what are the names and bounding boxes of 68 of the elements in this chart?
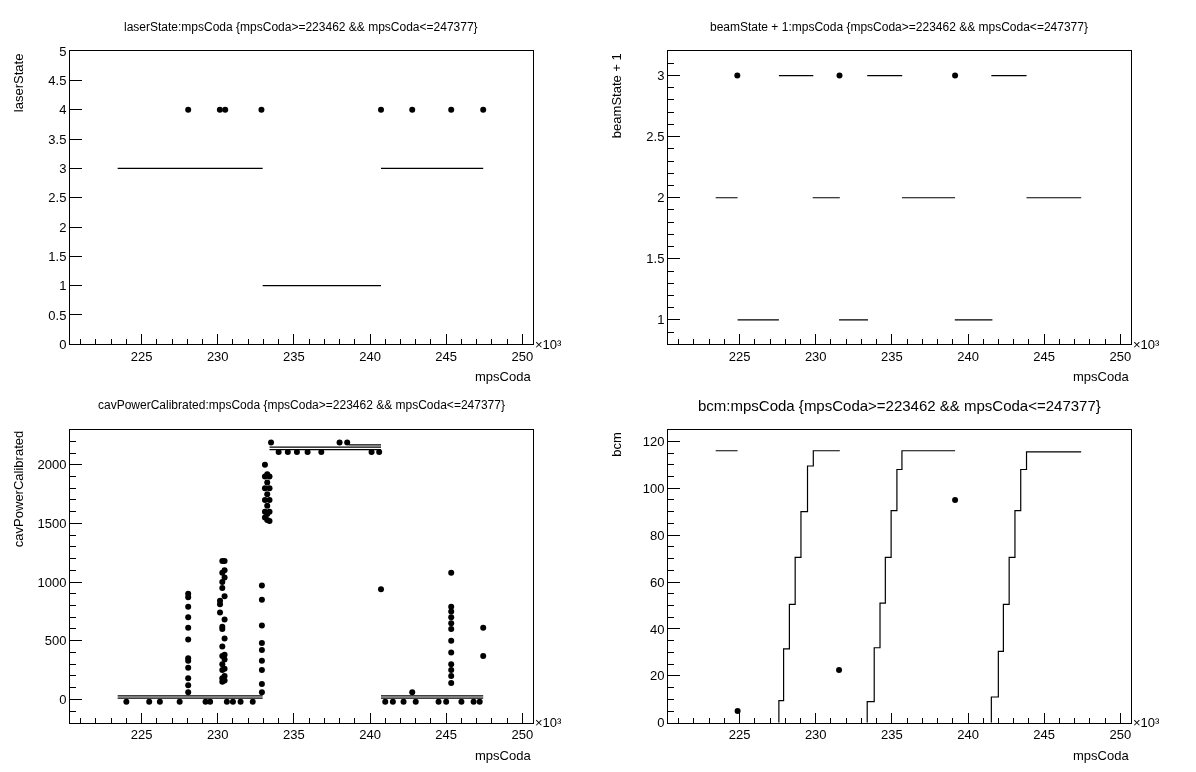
text: ×10³: [535, 337, 563, 352]
y-axis-title: laserState: [10, 53, 26, 113]
y-tick-label: 2000: [37, 457, 67, 473]
text: ×10³: [1133, 337, 1161, 352]
y-tick-label: 3.5: [48, 131, 67, 147]
x-tick-label: 250: [1109, 348, 1132, 364]
y-tick-label: 2.5: [646, 129, 665, 145]
x-tick-label: 240: [957, 348, 979, 364]
y-tick-label: 3: [59, 160, 67, 176]
chart-title: laserState:mpsCoda {mpsCoda>=223462 && mpsCoda<=247377}: [124, 20, 478, 34]
text: ×10³: [1133, 715, 1161, 730]
y-tick-label: 2: [657, 190, 665, 206]
x-tick-label: 225: [130, 348, 153, 364]
x-tick-label: 230: [206, 348, 229, 364]
x-tick-label: 230: [804, 727, 827, 743]
y-tick-label: 60: [649, 574, 665, 590]
chart-title: beamState + 1:mpsCoda {mpsCoda>=223462 && mpsCoda<=247377}: [710, 20, 1088, 34]
y-tick-label: 1.5: [48, 248, 67, 264]
x-tick-label: 245: [435, 727, 458, 743]
y-tick-label: 3: [657, 68, 665, 84]
x-tick-label: 235: [881, 727, 903, 743]
chart-title: bcm:mpsCoda {mpsCoda>=223462 && mpsCoda<=247377}: [698, 397, 1101, 414]
y-tick-label: 500: [44, 633, 67, 649]
y-tick-label: 20: [649, 668, 665, 684]
y-tick-label: 2: [59, 219, 67, 235]
x-tick-label: 250: [1109, 727, 1132, 743]
y-tick-label: 5: [59, 43, 67, 59]
y-tick-label: 80: [649, 527, 665, 543]
y-tick-label: 1.5: [646, 251, 665, 267]
y-tick-label: 4: [59, 102, 67, 118]
y-tick-label: 4.5: [48, 73, 67, 88]
x-axis-title: mpsCoda: [475, 369, 532, 384]
x-tick-label: 240: [957, 727, 979, 743]
text: ×10³: [535, 715, 563, 730]
y-tick-label: 1: [657, 312, 665, 328]
x-tick-label: 225: [728, 727, 751, 743]
x-tick-label: 240: [359, 348, 381, 364]
x-axis-title: mpsCoda: [1073, 369, 1130, 384]
x-tick-label: 240: [359, 727, 381, 743]
x-tick-label: 235: [881, 348, 903, 364]
x-axis-title: mpsCoda: [475, 748, 532, 763]
x-tick-label: 235: [283, 727, 305, 743]
x-axis-title: mpsCoda: [1073, 748, 1130, 763]
x-tick-label: 230: [206, 727, 229, 743]
x-tick-label: 250: [511, 348, 534, 364]
y-tick-label: 40: [649, 621, 665, 637]
x-tick-label: 230: [804, 348, 827, 364]
x-tick-label: 235: [283, 348, 305, 364]
y-tick-label: 0: [59, 336, 67, 352]
y-tick-label: 0: [657, 715, 665, 731]
y-axis-title: bcm: [609, 432, 625, 457]
y-tick-label: 100: [642, 480, 665, 496]
y-tick-label: 2.5: [48, 190, 67, 206]
y-tick-label: 1: [59, 278, 67, 294]
y-axis-title: cavPowerCalibrated: [10, 430, 26, 548]
x-tick-label: 250: [511, 727, 534, 743]
x-tick-label: 245: [1033, 348, 1056, 364]
x-tick-label: 245: [1033, 727, 1056, 743]
y-axis-title: beamState + 1: [608, 53, 624, 139]
y-tick-label: 0.5: [48, 307, 67, 323]
x-tick-label: 225: [728, 348, 751, 364]
y-tick-label: 1000: [37, 574, 67, 590]
x-tick-label: 225: [130, 727, 153, 743]
y-tick-label: 120: [642, 433, 665, 449]
y-tick-label: 0: [59, 691, 67, 707]
x-tick-label: 245: [435, 348, 458, 364]
chart-title: cavPowerCalibrated:mpsCoda {mpsCoda>=223462 && mpsCoda<=247377}: [98, 398, 505, 412]
y-tick-label: 1500: [37, 516, 67, 531]
